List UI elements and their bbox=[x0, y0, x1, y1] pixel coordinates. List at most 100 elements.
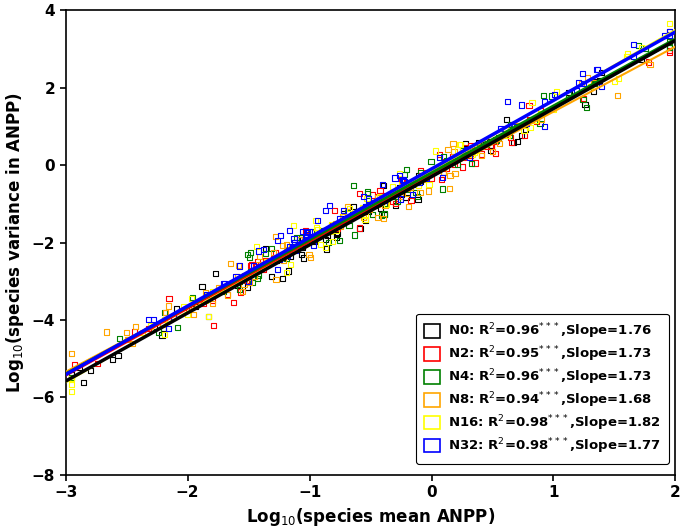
Point bbox=[351, 208, 362, 217]
Point bbox=[376, 196, 387, 204]
Point bbox=[414, 178, 425, 187]
Point bbox=[581, 103, 592, 112]
Point bbox=[358, 213, 369, 222]
Point bbox=[186, 294, 197, 303]
Point bbox=[177, 302, 188, 311]
Point bbox=[369, 201, 379, 209]
Point bbox=[447, 139, 458, 147]
Point bbox=[344, 204, 355, 213]
Point bbox=[374, 192, 385, 201]
Point bbox=[387, 192, 398, 201]
Point bbox=[664, 31, 675, 39]
Point bbox=[289, 238, 300, 247]
Point bbox=[288, 244, 299, 253]
Point bbox=[415, 178, 426, 186]
Point bbox=[66, 373, 77, 381]
Point bbox=[188, 310, 199, 319]
Point bbox=[331, 234, 342, 242]
Point bbox=[506, 120, 516, 129]
Point bbox=[228, 298, 239, 307]
Point bbox=[363, 196, 374, 205]
Point bbox=[218, 279, 229, 288]
Point bbox=[145, 322, 156, 330]
Point bbox=[148, 315, 159, 323]
Point bbox=[66, 349, 77, 358]
Point bbox=[330, 220, 341, 229]
Point bbox=[464, 151, 475, 160]
Point bbox=[381, 200, 392, 209]
Point bbox=[312, 226, 323, 234]
Point bbox=[457, 163, 468, 171]
Point bbox=[437, 161, 448, 170]
Point bbox=[360, 203, 371, 211]
Point bbox=[664, 27, 675, 36]
Point bbox=[453, 140, 464, 148]
Point bbox=[645, 60, 656, 69]
Point bbox=[270, 248, 281, 257]
Point bbox=[592, 65, 603, 74]
Point bbox=[297, 235, 308, 244]
Point bbox=[363, 207, 374, 215]
Point bbox=[490, 136, 501, 144]
Point bbox=[423, 180, 434, 189]
Point bbox=[643, 58, 653, 66]
Point bbox=[549, 90, 560, 98]
Point bbox=[480, 142, 491, 151]
Point bbox=[338, 212, 349, 220]
Point bbox=[525, 115, 536, 124]
Point bbox=[201, 290, 212, 298]
Point bbox=[258, 265, 269, 273]
Point bbox=[153, 328, 164, 336]
Point bbox=[143, 325, 154, 333]
Point bbox=[287, 243, 298, 252]
Point bbox=[198, 300, 209, 308]
Point bbox=[218, 287, 229, 296]
Point bbox=[640, 44, 651, 52]
Point bbox=[311, 223, 322, 231]
Point bbox=[410, 188, 421, 197]
Point bbox=[445, 171, 456, 180]
Point bbox=[129, 328, 140, 336]
Point bbox=[375, 204, 386, 213]
Point bbox=[260, 256, 271, 265]
Legend: N0: R$^{2}$=0.96$^{***}$,Slope=1.76, N2: R$^{2}$=0.95$^{***}$,Slope=1.73, N4: R$: N0: R$^{2}$=0.96$^{***}$,Slope=1.76, N2:… bbox=[416, 314, 669, 463]
Point bbox=[578, 94, 589, 103]
Point bbox=[312, 217, 323, 225]
Point bbox=[245, 253, 256, 262]
Point bbox=[290, 246, 301, 255]
Point bbox=[338, 209, 349, 218]
Point bbox=[636, 44, 647, 52]
Point bbox=[382, 194, 393, 202]
Point bbox=[464, 153, 475, 162]
Point bbox=[425, 157, 436, 166]
Point bbox=[414, 188, 425, 197]
Point bbox=[447, 153, 458, 161]
Point bbox=[390, 200, 401, 208]
Point bbox=[413, 181, 424, 190]
Point bbox=[308, 241, 319, 250]
Point bbox=[664, 37, 675, 46]
Point bbox=[355, 225, 366, 233]
Point bbox=[659, 31, 670, 40]
Point bbox=[436, 175, 447, 184]
Point bbox=[360, 211, 371, 219]
Point bbox=[457, 146, 468, 155]
Point bbox=[378, 181, 389, 190]
Point bbox=[225, 260, 236, 268]
Point bbox=[414, 171, 425, 180]
Point bbox=[323, 231, 334, 239]
Point bbox=[354, 223, 365, 232]
Point bbox=[469, 148, 480, 157]
Point bbox=[473, 138, 484, 147]
Point bbox=[231, 272, 242, 281]
Point bbox=[573, 78, 584, 86]
Point bbox=[469, 148, 480, 156]
Point bbox=[321, 245, 332, 253]
Point bbox=[456, 140, 466, 149]
Point bbox=[486, 142, 497, 151]
Point bbox=[455, 152, 466, 161]
Point bbox=[253, 247, 264, 255]
Point bbox=[372, 213, 383, 222]
Point bbox=[159, 330, 170, 338]
Point bbox=[421, 174, 432, 183]
